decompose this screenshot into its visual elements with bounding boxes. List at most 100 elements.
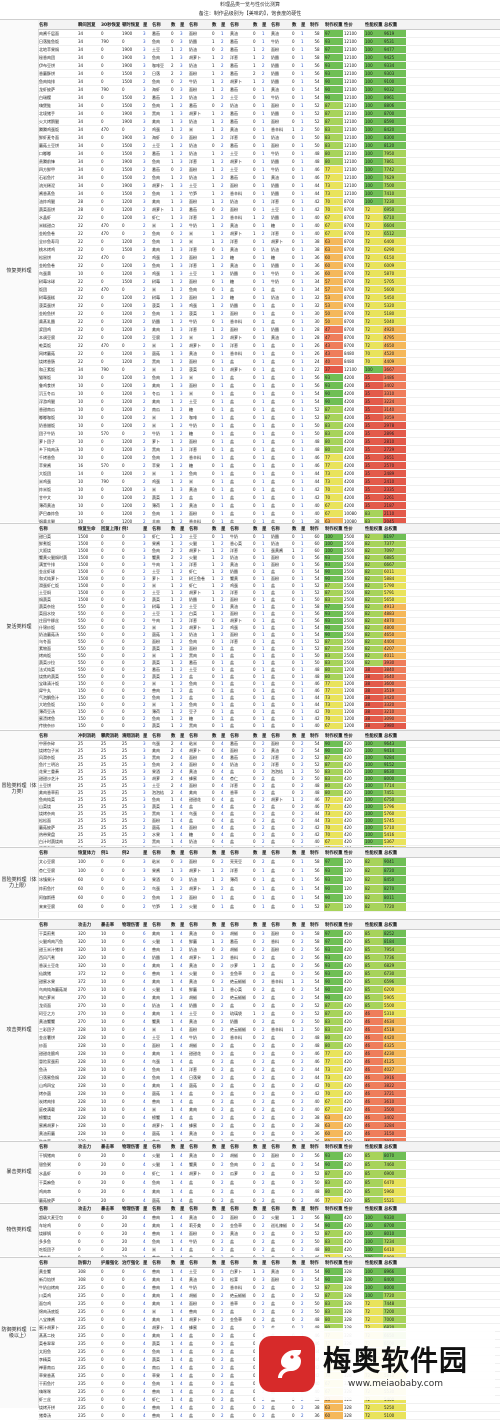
table-cell: 8700 bbox=[344, 247, 355, 252]
table-cell: 2 bbox=[143, 239, 146, 244]
table-cell: 盐 bbox=[230, 1051, 234, 1056]
table-cell: 0 bbox=[292, 143, 295, 148]
table-cell: 鱼肉 bbox=[152, 797, 160, 802]
table-cell: 22 bbox=[78, 359, 84, 364]
table-cell: 黄油 bbox=[189, 503, 197, 508]
table-cell: 蜂蜜 bbox=[189, 776, 197, 781]
table-cell: 25 bbox=[78, 762, 84, 767]
table-cell: 228 bbox=[78, 1027, 86, 1032]
table-cell: 228 bbox=[78, 1067, 86, 1072]
column-header: 数 bbox=[292, 1144, 297, 1150]
table-cell: 0 bbox=[212, 423, 215, 428]
table-cell: 1 bbox=[262, 618, 265, 623]
table-cell: 2 bbox=[221, 576, 224, 581]
table-cell: 0 bbox=[292, 487, 295, 492]
table-cell: 1 bbox=[253, 63, 256, 68]
table-cell: 25 bbox=[101, 762, 107, 767]
column-header: 名称 bbox=[152, 1206, 161, 1212]
table-cell: 0 bbox=[252, 1340, 261, 1347]
table-cell: 73 bbox=[324, 470, 343, 477]
table-cell: 67 bbox=[324, 230, 343, 237]
table-cell: 6150 bbox=[383, 254, 406, 261]
table-cell: 盐 bbox=[271, 511, 275, 516]
table-cell: 洋葱 bbox=[230, 55, 238, 60]
table-cell: 235 bbox=[78, 1349, 86, 1354]
table-cell: 25 bbox=[101, 741, 107, 746]
table-cell: 0 bbox=[292, 702, 295, 707]
table-cell: 油炸鸡腿 bbox=[39, 199, 55, 204]
table-cell: 鱼肉 bbox=[152, 1239, 160, 1244]
table-cell: 320 bbox=[78, 955, 86, 960]
table-cell: 0 bbox=[101, 1381, 104, 1386]
table-cell: 4 bbox=[180, 1349, 183, 1354]
table-row: 鱼肉炖菜 25 25 25 3 鱼肉 1 4 甜甜花 0 4 盐 0 2 胡萝卜 1 2 46 77 420 100 67… bbox=[38, 797, 500, 804]
table-cell: 白菜 bbox=[189, 611, 197, 616]
table-cell: 1500 bbox=[78, 597, 89, 602]
table-cell: 72 bbox=[364, 1412, 383, 1419]
table-cell: 火腿 bbox=[152, 1162, 160, 1167]
table-cell: 0 bbox=[292, 716, 295, 721]
table-cell: 盐 bbox=[230, 723, 234, 728]
table-cell: 0 bbox=[253, 667, 256, 672]
table-cell: 1900 bbox=[122, 135, 133, 140]
table-cell: 水晶虾 bbox=[39, 215, 51, 220]
table-cell: 0 bbox=[101, 471, 104, 476]
table-cell: 土豆 bbox=[189, 183, 197, 188]
table-cell: 盐 bbox=[271, 1051, 275, 1056]
table-cell: 25 bbox=[101, 818, 107, 823]
column-header: 攻击力 bbox=[78, 1206, 92, 1212]
table-cell: 1 bbox=[212, 223, 215, 228]
table-cell: 46 bbox=[314, 455, 320, 460]
table-cell: 盐 bbox=[271, 681, 275, 686]
table-cell: 10 bbox=[78, 447, 84, 452]
table-cell: 牛奶 bbox=[189, 79, 197, 84]
table-cell: 97 bbox=[324, 54, 343, 61]
table-cell: 38 bbox=[314, 239, 320, 244]
table-row: 冰镇果汁 60 0 0 3 果酒 0 3 奶油 1 2 薄荷 0 1 盐 0 1 56 93 120 82 8450 bbox=[38, 876, 500, 885]
table-cell: 83 bbox=[364, 518, 383, 525]
table-cell: 2 bbox=[143, 519, 146, 524]
table-cell: 0 bbox=[212, 748, 215, 753]
table-cell: 蔬菜沙拉 bbox=[39, 660, 55, 665]
table-cell: 2 bbox=[221, 1293, 224, 1298]
table-cell: 4 bbox=[180, 1180, 183, 1185]
table-cell: 糖 bbox=[189, 463, 193, 468]
table-cell: 盐 bbox=[271, 1091, 275, 1096]
table-cell: 胡萝卜 bbox=[271, 797, 283, 802]
table-cell: 奶酪 bbox=[271, 63, 279, 68]
table-cell: 松鼠饼 bbox=[39, 255, 51, 260]
table-cell: 1 bbox=[171, 716, 174, 721]
table-cell: 3 bbox=[143, 797, 146, 802]
table-cell: 1 bbox=[171, 1357, 174, 1362]
table-cell: 2 bbox=[180, 311, 183, 316]
table-cell: 0 bbox=[253, 407, 256, 412]
table-cell: 0 bbox=[292, 103, 295, 108]
table-cell: 1 bbox=[301, 625, 304, 630]
table-cell: 0 bbox=[212, 1027, 215, 1032]
table-cell: 0 bbox=[101, 439, 104, 444]
table-cell: 87 bbox=[324, 903, 343, 911]
table-cell: 10 bbox=[78, 479, 84, 484]
table-cell: 盐 bbox=[230, 695, 234, 700]
table-cell: 1 bbox=[262, 335, 265, 340]
table-cell: 虾仁 bbox=[152, 1171, 160, 1176]
table-cell: 12100 bbox=[344, 119, 357, 124]
table-cell: 鱼肉 bbox=[152, 175, 160, 180]
table-cell: 2 bbox=[301, 1317, 304, 1322]
table-cell: 0 bbox=[292, 1131, 295, 1136]
table-cell: 0 bbox=[292, 471, 295, 476]
table-cell: 0 bbox=[292, 1107, 295, 1112]
table-cell: 4 bbox=[180, 987, 183, 992]
table-cell: 盐 bbox=[271, 383, 275, 388]
table-cell: 传统杂炒 bbox=[39, 723, 55, 728]
table-row: 油炸鸡腿 28 0 1200 3 禽肉 1 3 面粉 1 2 奶油 0 1 洋葱 0 1 42 70 8700 100 7… bbox=[38, 198, 500, 206]
table-cell: 4 bbox=[180, 1189, 183, 1194]
table-cell: 2 bbox=[143, 279, 146, 284]
table-cell: 盐 bbox=[230, 287, 234, 292]
table-cell: 口嘟嘟 bbox=[39, 151, 51, 156]
table-cell: 3 bbox=[180, 877, 183, 882]
table-cell: 82 bbox=[364, 569, 383, 575]
table-cell: 100 bbox=[324, 548, 343, 554]
table-cell: 1 bbox=[253, 47, 256, 52]
table-cell: 蔬菜 bbox=[152, 495, 160, 500]
